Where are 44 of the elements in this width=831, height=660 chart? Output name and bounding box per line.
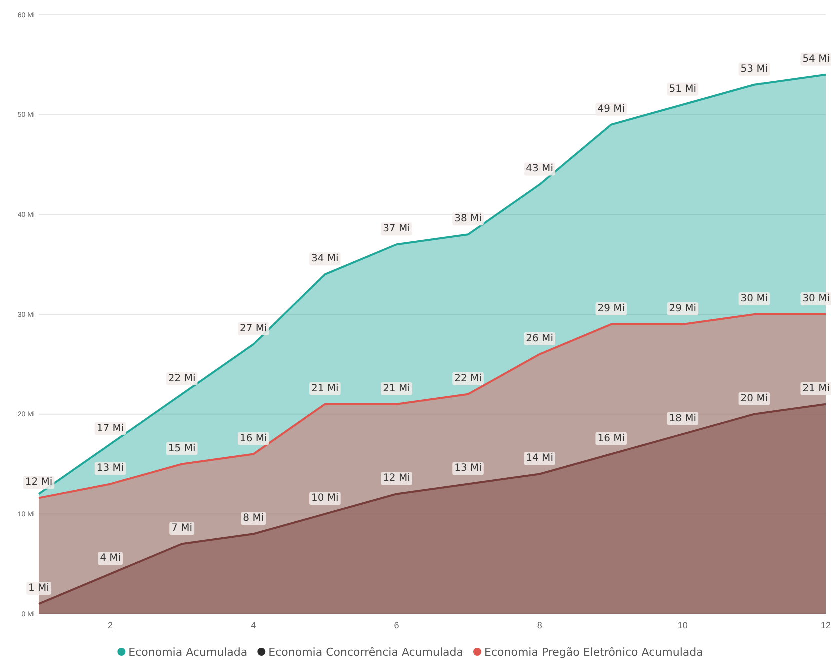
data-label: 22 Mi xyxy=(168,373,196,384)
data-label: 4 Mi xyxy=(100,553,122,564)
data-label: 29 Mi xyxy=(598,303,626,314)
data-label: 37 Mi xyxy=(383,224,410,235)
x-tick-label: 12 xyxy=(820,620,831,630)
data-label: 30 Mi xyxy=(740,294,768,304)
x-tick-label: 10 xyxy=(678,620,688,630)
data-label: 34 Mi xyxy=(312,254,339,265)
data-label: 1 Mi xyxy=(28,583,50,594)
data-label: 51 Mi xyxy=(669,84,697,95)
data-label: 15 Mi xyxy=(168,443,196,454)
data-label: 21 Mi xyxy=(312,383,339,394)
data-label: 21 Mi xyxy=(383,383,410,394)
data-label: 22 Mi xyxy=(454,373,482,384)
data-label: 7 Mi xyxy=(172,523,193,534)
data-label: 29 Mi xyxy=(669,303,697,314)
data-label: 18 Mi xyxy=(669,413,697,424)
legend-label: Economia Acumulada xyxy=(128,646,248,659)
x-tick-label: 4 xyxy=(251,620,256,630)
data-label: 20 Mi xyxy=(740,393,768,404)
data-label: 49 Mi xyxy=(598,104,626,115)
x-tick-label: 8 xyxy=(537,620,542,630)
legend-label: Economia Concorrência Acumulada xyxy=(268,646,464,659)
data-label: 8 Mi xyxy=(243,513,264,524)
data-label: 13 Mi xyxy=(96,463,124,474)
data-label: 26 Mi xyxy=(526,333,554,344)
data-label: 43 Mi xyxy=(526,164,554,175)
data-label: 53 Mi xyxy=(740,64,768,75)
data-label: 12 Mi xyxy=(25,477,53,488)
data-label: 13 Mi xyxy=(454,463,482,474)
data-label: 27 Mi xyxy=(240,323,268,334)
data-label: 12 Mi xyxy=(383,473,410,484)
data-label: 17 Mi xyxy=(96,423,124,434)
data-label: 30 Mi xyxy=(802,294,830,304)
data-label: 14 Mi xyxy=(526,453,554,464)
data-label: 16 Mi xyxy=(240,433,268,444)
data-label: 10 Mi xyxy=(312,493,339,504)
data-label: 21 Mi xyxy=(802,383,830,394)
x-tick-label: 6 xyxy=(394,620,400,630)
legend-label: Economia Pregão Eletrônico Acumulada xyxy=(484,646,704,659)
data-label: 16 Mi xyxy=(598,433,626,444)
data-label: 54 Mi xyxy=(802,54,830,65)
x-tick-label: 2 xyxy=(108,620,114,630)
data-label: 38 Mi xyxy=(454,214,482,225)
